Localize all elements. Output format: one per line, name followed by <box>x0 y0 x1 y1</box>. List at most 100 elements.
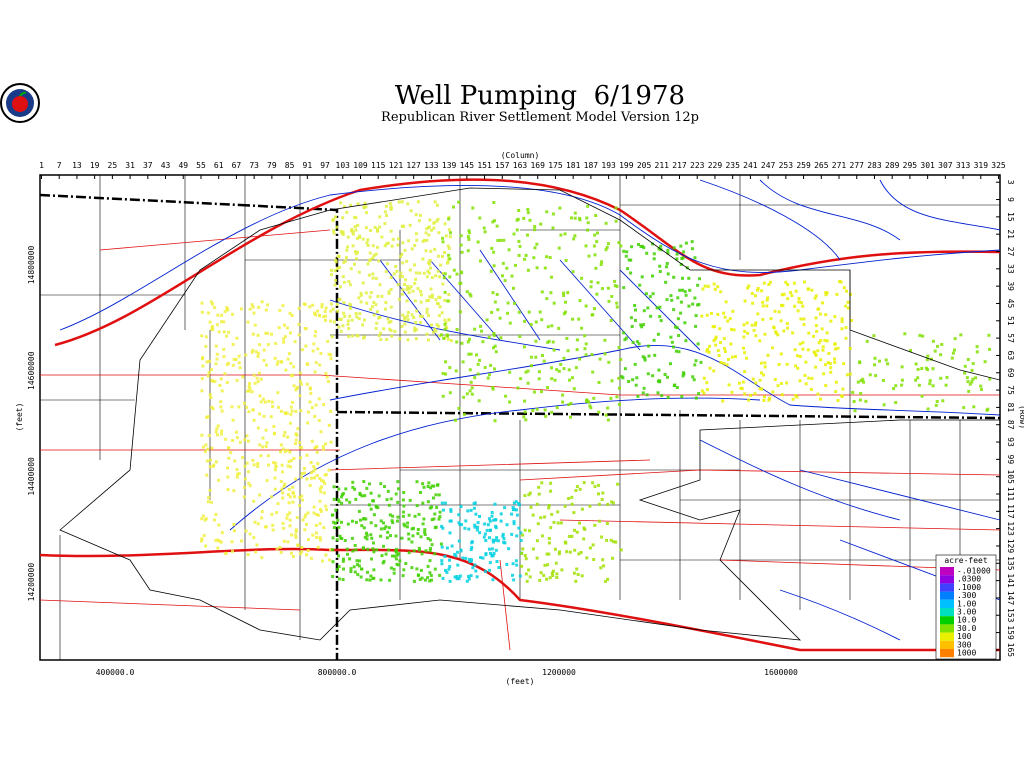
pumping-cell <box>431 330 435 334</box>
pumping-cell <box>428 538 432 542</box>
pumping-cell <box>622 331 626 335</box>
pumping-cell <box>475 575 479 579</box>
pumping-cell <box>369 291 373 295</box>
pumping-cell <box>550 324 554 328</box>
pumping-cell <box>730 355 734 359</box>
pumping-cell <box>512 232 516 236</box>
pumping-cell <box>861 377 865 381</box>
pumping-cell <box>295 385 299 389</box>
pumping-cell <box>580 326 584 330</box>
pumping-cell <box>288 518 292 522</box>
pumping-cell <box>426 269 430 273</box>
pumping-cell <box>446 334 449 338</box>
pumping-cell <box>336 309 340 313</box>
pumping-cell <box>297 333 301 337</box>
pumping-cell <box>515 218 519 222</box>
pumping-cell <box>586 228 590 232</box>
pumping-cell <box>334 279 338 282</box>
pumping-cell <box>488 529 492 532</box>
row-tick-label: 141 <box>1006 573 1015 588</box>
pumping-cell <box>213 380 217 383</box>
legend: acre-feet-.01000.0300.1000.3001.003.0010… <box>935 554 997 660</box>
pumping-cell <box>453 575 457 579</box>
pumping-cell <box>597 502 601 506</box>
pumping-cell <box>594 214 598 217</box>
pumping-cell <box>441 394 445 398</box>
column-tick-label: 211 <box>655 161 670 170</box>
pumping-cell <box>401 514 405 518</box>
pumping-cell <box>294 442 297 446</box>
pumping-cell <box>666 375 669 379</box>
pumping-cell <box>415 309 419 313</box>
pumping-cell <box>814 294 818 298</box>
pumping-cell <box>552 520 556 524</box>
pumping-cell <box>205 473 209 477</box>
pumping-cell <box>691 302 695 306</box>
pumping-cell <box>501 274 504 278</box>
column-axis-label: (Column) <box>501 151 540 160</box>
pumping-cell <box>427 233 431 237</box>
pumping-cell <box>975 345 979 349</box>
pumping-cell <box>666 395 670 399</box>
legend-label: .300 <box>957 591 976 600</box>
pumping-cell <box>547 504 551 507</box>
pumping-cell <box>531 513 535 517</box>
pumping-cell <box>664 280 668 284</box>
pumping-cell <box>401 313 405 317</box>
pumping-cell <box>622 286 626 290</box>
pumping-cell <box>319 351 323 355</box>
pumping-cell <box>478 216 482 220</box>
pumping-cell <box>593 485 597 488</box>
pumping-cell <box>523 554 527 557</box>
pumping-cell <box>460 523 463 527</box>
pumping-cell <box>564 259 568 262</box>
pumping-cell <box>829 319 833 323</box>
pumping-cell <box>222 355 226 359</box>
pumping-cell <box>482 226 486 230</box>
pumping-cell <box>777 363 781 366</box>
pumping-cell <box>945 375 949 379</box>
pumping-cell <box>282 485 286 488</box>
pumping-cell <box>287 501 291 505</box>
pumping-cell <box>653 353 657 357</box>
pumping-cell <box>567 368 571 372</box>
pumping-cell <box>815 329 819 333</box>
pumping-cell <box>329 309 333 313</box>
pumping-cell <box>390 244 394 248</box>
pumping-cell <box>619 244 623 248</box>
pumping-cell <box>497 566 501 569</box>
pumping-cell <box>354 312 358 315</box>
column-tick-label: 115 <box>371 161 386 170</box>
pumping-cell <box>963 371 967 375</box>
pumping-cell <box>670 340 674 344</box>
pumping-cell <box>425 238 429 242</box>
pumping-cell <box>266 331 270 335</box>
pumping-cell <box>369 521 373 525</box>
pumping-cell <box>444 234 448 238</box>
pumping-cell <box>315 445 319 449</box>
pumping-cell <box>394 265 398 268</box>
pumping-cell <box>335 266 339 270</box>
legend-label: 30.0 <box>957 624 976 633</box>
pumping-cell <box>488 373 491 377</box>
pumping-cell <box>446 299 450 303</box>
pumping-cell <box>672 246 676 250</box>
pumping-cell <box>438 515 442 519</box>
pumping-cell <box>455 577 459 581</box>
pumping-cell <box>864 399 868 403</box>
pumping-cell <box>415 504 419 508</box>
pumping-cell <box>220 531 224 535</box>
pumping-cell <box>224 551 228 555</box>
pumping-cell <box>401 241 405 245</box>
pumping-cell <box>518 335 522 338</box>
pumping-cell <box>489 269 493 273</box>
column-tick-label: 223 <box>690 161 705 170</box>
pumping-cell <box>859 392 863 395</box>
column-tick-label: 1 <box>39 161 44 170</box>
pumping-cell <box>776 333 780 337</box>
pumping-cell <box>430 578 433 582</box>
pumping-cell <box>490 514 494 518</box>
pumping-cell <box>430 293 434 297</box>
pumping-cell <box>245 405 249 409</box>
pumping-cell <box>537 485 541 489</box>
